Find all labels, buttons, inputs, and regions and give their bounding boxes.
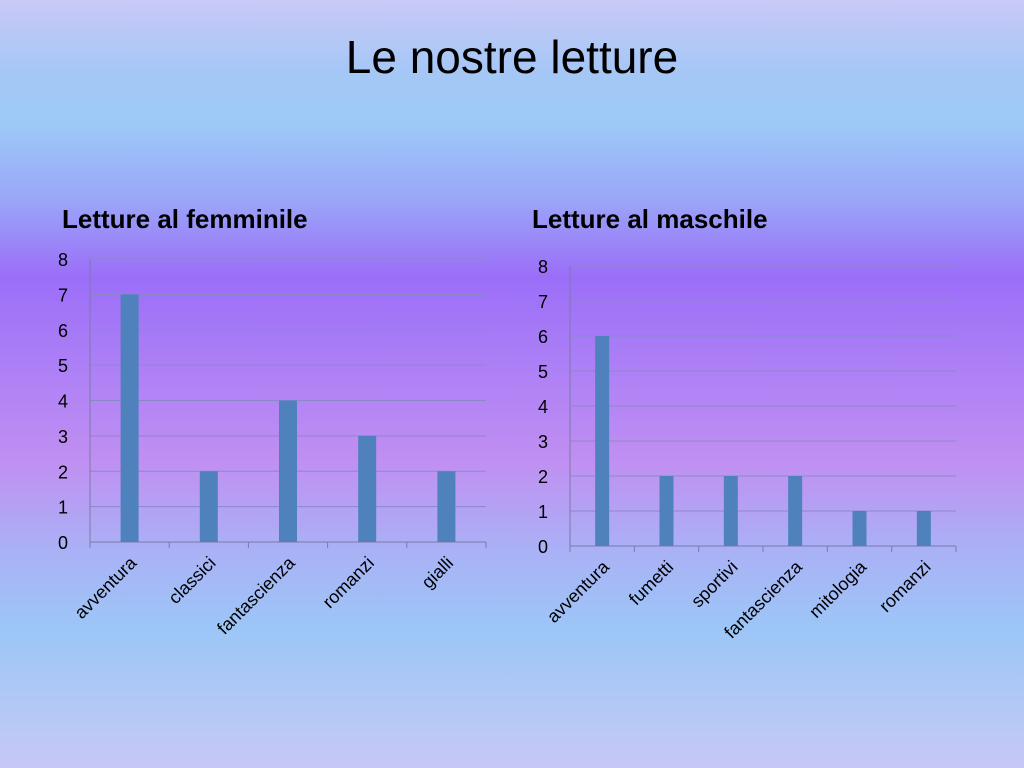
y-tick-label: 0 [58, 533, 68, 553]
x-category-label: avventura [543, 556, 614, 627]
bar-gialli [437, 471, 456, 542]
y-tick-label: 7 [538, 292, 548, 312]
x-category-label: classici [164, 553, 219, 608]
y-tick-label: 5 [58, 356, 68, 376]
x-category-label: gialli [418, 553, 458, 593]
bar-avventura [595, 336, 610, 546]
y-tick-label: 0 [538, 537, 548, 557]
chart-title: Letture al femminile [62, 204, 308, 234]
chart-title: Letture al maschile [532, 204, 768, 234]
y-tick-label: 3 [538, 432, 548, 452]
x-category-label: romanzi [319, 553, 378, 612]
chart-male-readings: Letture al maschile 0 1 2 3 4 5 6 7 8 avventura fum… [532, 204, 957, 642]
bar-avventura [120, 294, 139, 542]
y-tick-label: 4 [538, 397, 548, 417]
bar-fantascienza [788, 476, 803, 546]
y-tick-label: 1 [58, 498, 68, 518]
y-tick-label: 6 [58, 321, 68, 341]
y-tick-label: 3 [58, 427, 68, 447]
y-tick-label: 7 [58, 285, 68, 305]
bar-classici [199, 471, 218, 542]
chart-female-readings: Letture al femminile 0 1 2 3 4 5 6 7 8 avventura cl… [58, 204, 487, 638]
x-category-label: avventura [70, 552, 141, 623]
x-category-label: sportivi [687, 557, 741, 611]
y-tick-label: 1 [538, 502, 548, 522]
x-category-label: mitologia [805, 556, 871, 622]
bar-romanzi [358, 435, 377, 542]
bar-romanzi [916, 511, 931, 546]
y-tick-label: 2 [58, 462, 68, 482]
y-tick-label: 6 [538, 327, 548, 347]
y-tick-label: 5 [538, 362, 548, 382]
x-category-label: romanzi [875, 557, 934, 616]
bar-fumetti [659, 476, 674, 546]
y-tick-label: 4 [58, 392, 68, 412]
bar-fantascienza [279, 400, 297, 542]
page-title: Le nostre letture [345, 31, 679, 83]
y-tick-label: 8 [58, 250, 68, 270]
bar-mitologia [852, 511, 867, 546]
y-tick-label: 2 [538, 467, 548, 487]
x-category-label: fumetti [625, 557, 677, 609]
y-tick-label: 8 [538, 257, 548, 277]
bar-sportivi [723, 476, 738, 546]
x-category-label: fantascienza [213, 552, 299, 638]
